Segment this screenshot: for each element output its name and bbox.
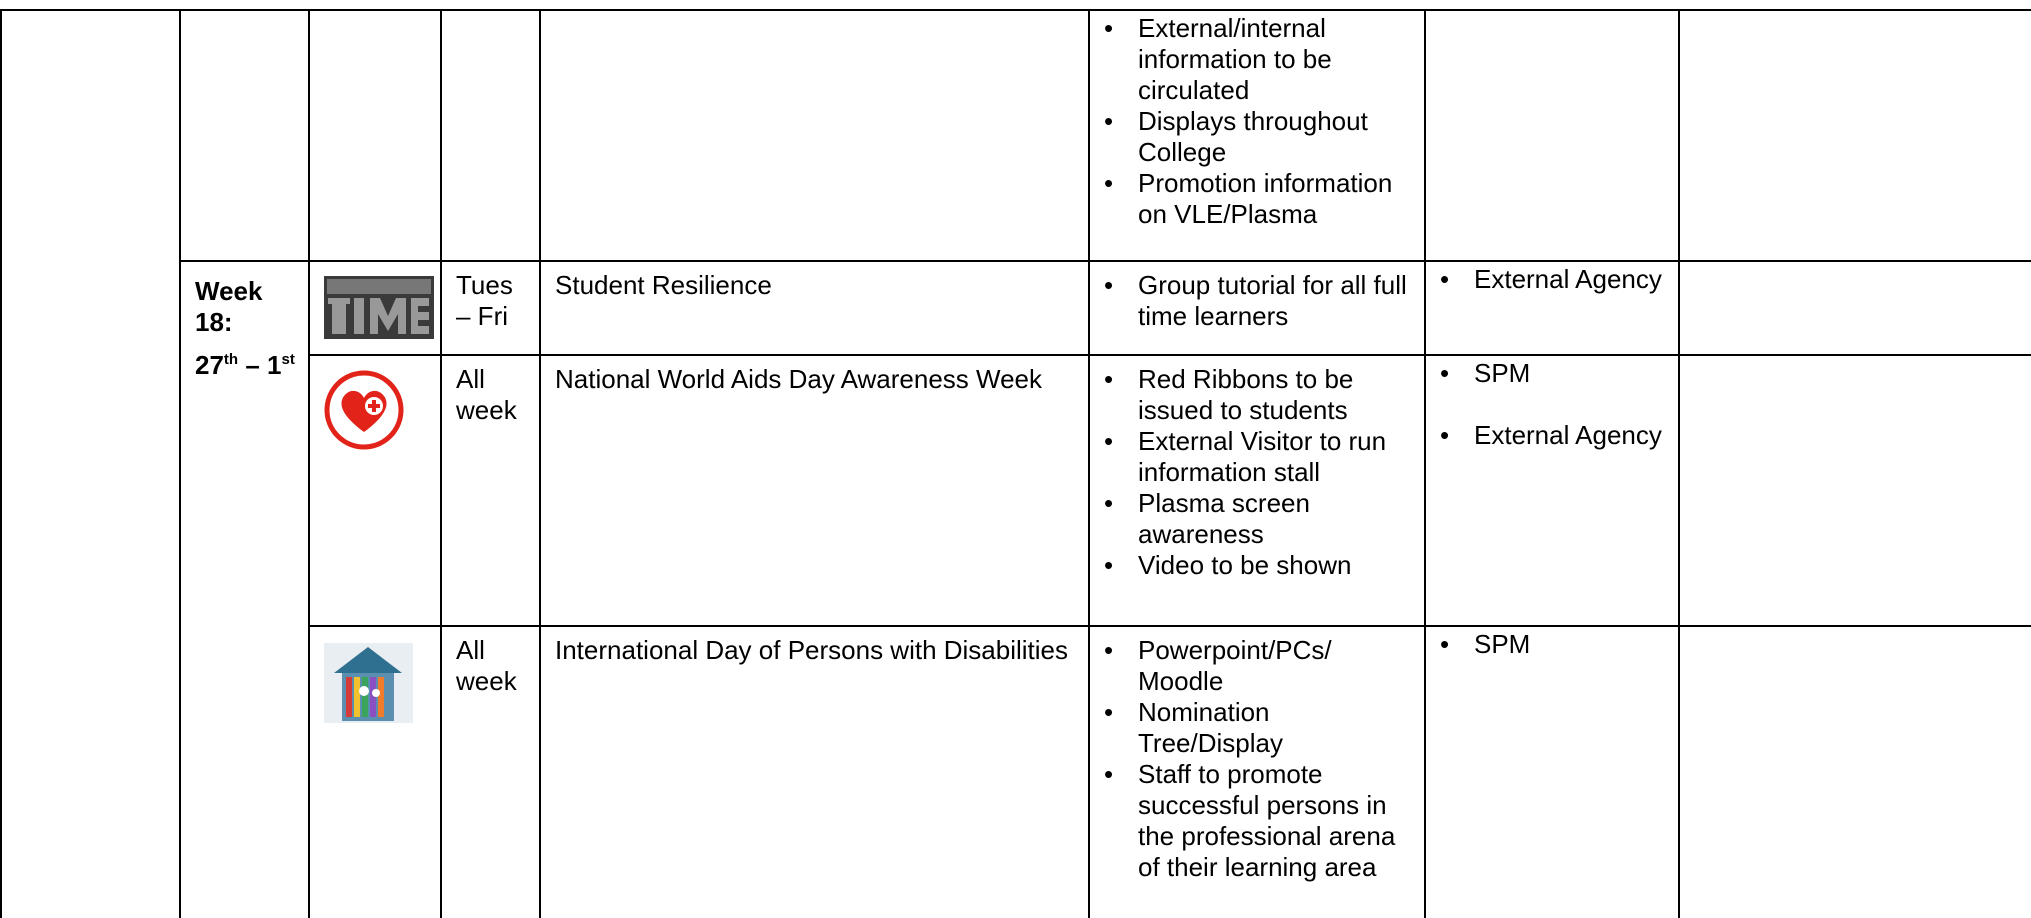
cell: External Agency — [1424, 260, 1680, 356]
list-item: SPM — [1440, 629, 1666, 660]
list-item: External Agency — [1440, 264, 1666, 295]
day-cell: All week — [440, 625, 541, 918]
row: All week National World Aids Day Awarene… — [1, 354, 2031, 627]
lead-list: External Agency — [1440, 264, 1666, 295]
list-item: External Visitor to run information stal… — [1104, 426, 1412, 488]
cell: External/internal information to be circ… — [1088, 9, 1426, 262]
cell — [0, 9, 181, 918]
list-item: Video to be shown — [1104, 550, 1412, 581]
week-dates: 27th – 1st — [195, 350, 296, 381]
week-cell: Week 18: 27th – 1st — [179, 260, 310, 918]
cell — [1678, 625, 2031, 918]
cell: Red Ribbons to be issued to studentsExte… — [1088, 354, 1426, 627]
action-list: Powerpoint/PCs/ MoodleNomination Tree/Di… — [1104, 635, 1412, 883]
action-list: Red Ribbons to be issued to studentsExte… — [1104, 364, 1412, 581]
list-item: Staff to promote successful persons in t… — [1104, 759, 1412, 883]
date-start: 27 — [195, 350, 224, 380]
cell: Group tutorial for all full time learner… — [1088, 260, 1426, 356]
list-item: Powerpoint/PCs/ Moodle — [1104, 635, 1412, 697]
list-item: External Agency — [1440, 420, 1666, 451]
cell — [1678, 9, 2031, 262]
tutorial-time-icon — [324, 276, 434, 339]
date-suffix: th — [223, 351, 239, 368]
week-label: Week 18: — [195, 276, 263, 337]
list-item: Red Ribbons to be issued to students — [1104, 364, 1412, 426]
cell — [308, 9, 442, 262]
cell — [539, 9, 1090, 262]
event-cell: Student Resilience — [539, 260, 1090, 356]
cell — [1678, 260, 2031, 356]
date-suffix: st — [281, 351, 295, 368]
cell — [440, 9, 541, 262]
icon-cell — [308, 354, 442, 627]
cell — [1424, 9, 1680, 262]
day-cell: All week — [440, 354, 541, 627]
cell: SPM External Agency — [1424, 354, 1680, 627]
cell: Powerpoint/PCs/ MoodleNomination Tree/Di… — [1088, 625, 1426, 918]
list-item: External/internal information to be circ… — [1104, 13, 1412, 106]
event-cell: International Day of Persons with Disabi… — [539, 625, 1090, 918]
event-cell: National World Aids Day Awareness Week — [539, 354, 1090, 627]
action-list: Group tutorial for all full time learner… — [1104, 270, 1412, 332]
cell — [179, 9, 310, 262]
list-item: Plasma screen awareness — [1104, 488, 1412, 550]
icon-cell — [308, 260, 442, 356]
cell: SPM — [1424, 625, 1680, 918]
icon-cell — [308, 625, 442, 918]
list-item: Promotion information on VLE/Plasma — [1104, 168, 1412, 230]
disability-house-icon — [324, 643, 413, 723]
row: Week 18: 27th – 1st Tues – Fri Student R… — [1, 260, 2031, 918]
row: All week International Day of Persons wi… — [1, 625, 2031, 918]
action-list: External/internal information to be circ… — [1104, 13, 1412, 230]
cell — [1678, 354, 2031, 627]
list-item: Nomination Tree/Display — [1104, 697, 1412, 759]
list-item: SPM — [1440, 358, 1666, 389]
heart-icon — [324, 370, 404, 450]
list-item: Displays throughout College — [1104, 106, 1412, 168]
lead-list: SPM — [1440, 629, 1666, 660]
row: External/internal information to be circ… — [0, 9, 2031, 918]
list-item: Group tutorial for all full time learner… — [1104, 270, 1412, 332]
lead-list: SPM External Agency — [1440, 358, 1666, 451]
schedule-table: External/internal information to be circ… — [0, 9, 2031, 918]
date-end: 1 — [267, 350, 282, 380]
day-cell: Tues – Fri — [440, 260, 541, 356]
date-separator: – — [245, 350, 260, 380]
